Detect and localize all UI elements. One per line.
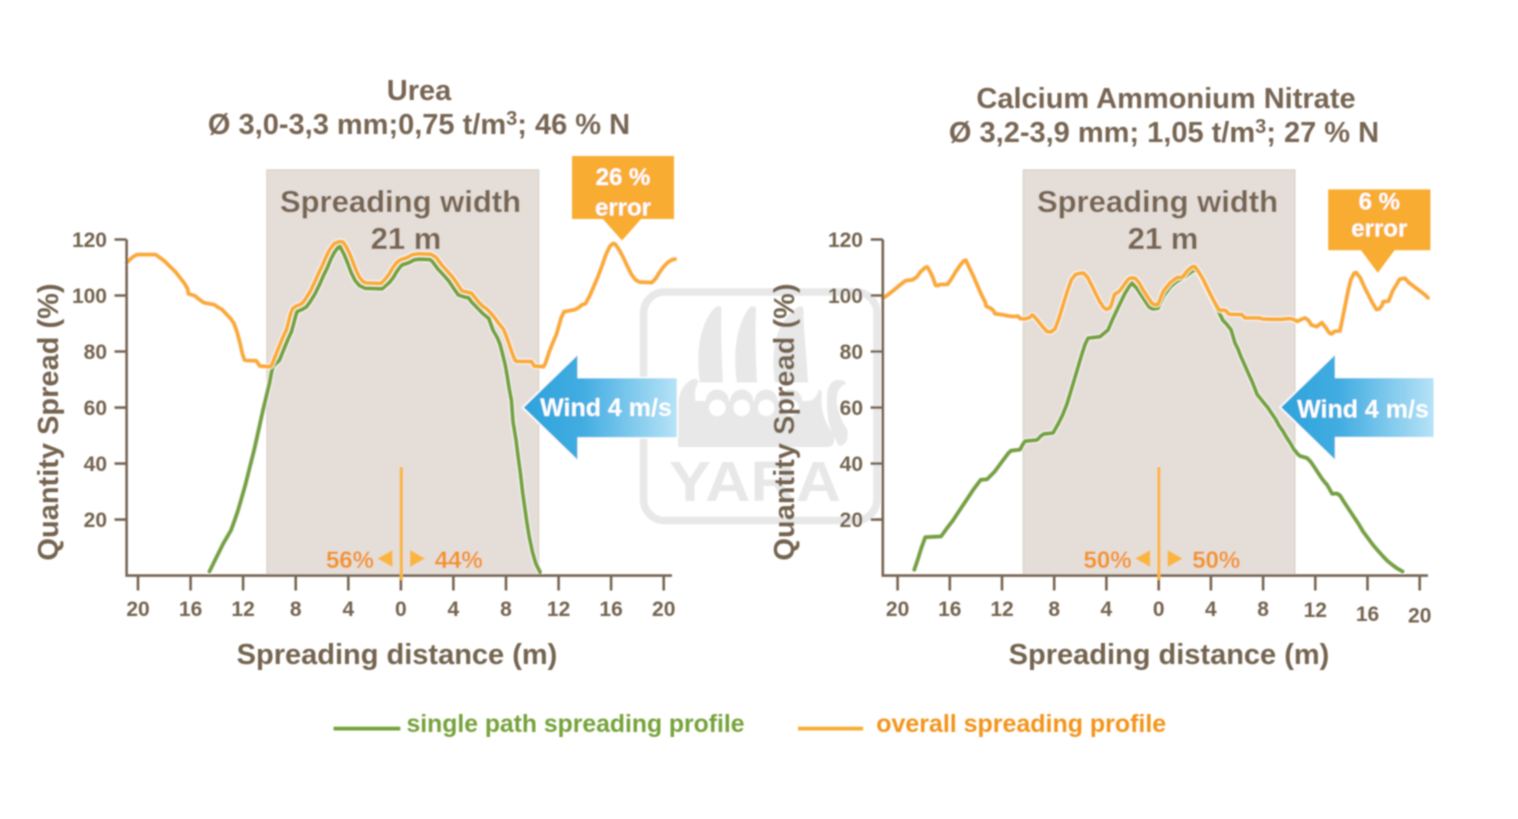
svg-text:Spreading distance (m): Spreading distance (m): [1009, 639, 1330, 671]
svg-text:8: 8: [1048, 598, 1060, 621]
svg-text:50%: 50%: [1084, 547, 1132, 574]
svg-text:20: 20: [126, 598, 149, 621]
svg-text:0: 0: [395, 598, 407, 621]
svg-text:Calcium Ammonium Nitrate: Calcium Ammonium Nitrate: [976, 83, 1355, 115]
svg-text:single path spreading profile: single path spreading profile: [407, 710, 745, 738]
svg-text:Urea: Urea: [387, 75, 452, 107]
svg-text:Ø 3,0-3,3 mm;0,75 t/m3; 46 % N: Ø 3,0-3,3 mm;0,75 t/m3; 46 % N: [208, 108, 630, 141]
svg-text:16: 16: [938, 598, 961, 621]
svg-text:120: 120: [72, 229, 107, 252]
svg-text:Spreading width: Spreading width: [1037, 184, 1278, 219]
svg-text:80: 80: [840, 341, 863, 364]
svg-text:56%: 56%: [326, 547, 374, 574]
svg-text:20: 20: [652, 598, 675, 621]
svg-text:YARA: YARA: [669, 450, 841, 514]
svg-text:8: 8: [290, 598, 302, 621]
svg-text:120: 120: [828, 229, 863, 252]
svg-text:Wind 4 m/s: Wind 4 m/s: [1297, 396, 1429, 424]
svg-text:6 %: 6 %: [1359, 189, 1400, 216]
svg-text:4: 4: [1101, 598, 1113, 621]
svg-text:0: 0: [1153, 598, 1165, 621]
svg-text:40: 40: [840, 453, 863, 476]
svg-text:Ø 3,2-3,9 mm; 1,05 t/m3; 27 %: Ø 3,2-3,9 mm; 1,05 t/m3; 27 % N: [949, 116, 1379, 149]
svg-text:21 m: 21 m: [1128, 221, 1199, 256]
svg-text:80: 80: [84, 341, 107, 364]
svg-text:4: 4: [448, 598, 460, 621]
svg-text:Wind 4 m/s: Wind 4 m/s: [540, 394, 672, 422]
svg-text:20: 20: [886, 598, 909, 621]
svg-text:40: 40: [84, 453, 107, 476]
svg-text:16: 16: [179, 598, 202, 621]
svg-text:60: 60: [840, 397, 863, 420]
svg-text:12: 12: [990, 598, 1013, 621]
svg-text:error: error: [1351, 216, 1407, 243]
svg-text:16: 16: [1356, 603, 1379, 626]
svg-text:100: 100: [72, 285, 107, 308]
svg-text:8: 8: [500, 598, 512, 621]
svg-text:20: 20: [840, 509, 863, 532]
svg-text:4: 4: [342, 598, 354, 621]
svg-text:12: 12: [1304, 599, 1327, 622]
svg-text:Spreading width: Spreading width: [280, 184, 521, 219]
svg-text:8: 8: [1257, 598, 1269, 621]
svg-text:Quantity Spread (%): Quantity Spread (%): [769, 283, 801, 560]
svg-text:20: 20: [84, 509, 107, 532]
svg-text:21 m: 21 m: [371, 221, 442, 256]
svg-text:60: 60: [84, 397, 107, 420]
svg-text:12: 12: [231, 598, 254, 621]
svg-text:20: 20: [1408, 605, 1431, 628]
svg-text:50%: 50%: [1192, 547, 1240, 574]
svg-text:4: 4: [1205, 598, 1217, 621]
svg-text:overall spreading profile: overall spreading profile: [876, 710, 1166, 738]
svg-text:44%: 44%: [435, 547, 483, 574]
svg-text:26 %: 26 %: [596, 164, 651, 191]
svg-text:16: 16: [599, 598, 622, 621]
svg-text:100: 100: [828, 285, 863, 308]
svg-text:Quantity Spread (%): Quantity Spread (%): [33, 283, 65, 560]
svg-text:error: error: [595, 195, 651, 222]
svg-text:12: 12: [547, 598, 570, 621]
svg-text:Spreading distance (m): Spreading distance (m): [237, 639, 558, 671]
